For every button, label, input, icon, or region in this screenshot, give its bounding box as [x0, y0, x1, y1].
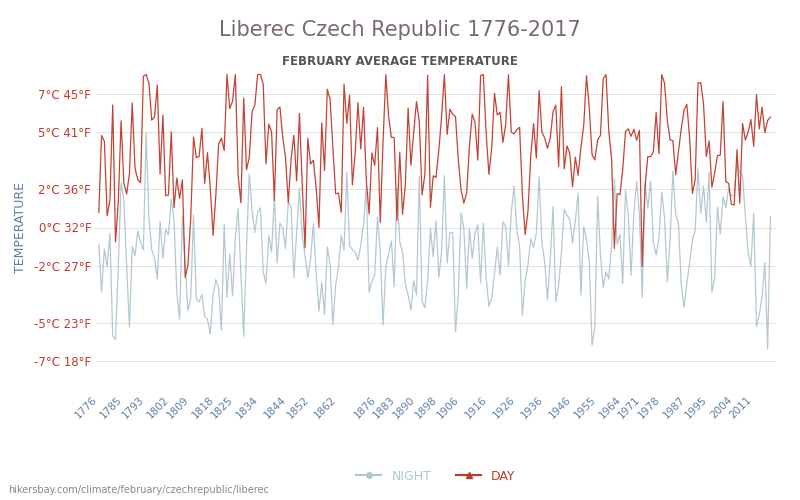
Text: FEBRUARY AVERAGE TEMPERATURE: FEBRUARY AVERAGE TEMPERATURE: [282, 55, 518, 68]
Text: hikersbay.com/climate/february/czechrepublic/liberec: hikersbay.com/climate/february/czechrepu…: [8, 485, 269, 495]
Text: Liberec Czech Republic 1776-2017: Liberec Czech Republic 1776-2017: [219, 20, 581, 40]
Y-axis label: TEMPERATURE: TEMPERATURE: [14, 182, 27, 273]
Legend: NIGHT, DAY: NIGHT, DAY: [351, 465, 521, 488]
